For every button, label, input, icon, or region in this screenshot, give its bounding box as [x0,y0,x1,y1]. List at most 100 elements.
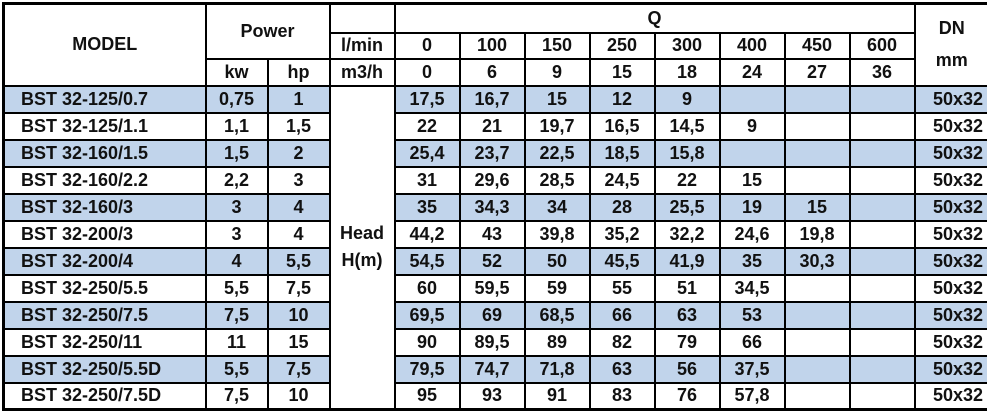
cell-head-value: 15 [720,167,785,194]
header-q-flow: 250 [590,33,655,59]
cell-head-value: 22,5 [525,140,590,167]
cell-head-value: 89 [525,329,590,356]
cell-head-value: 57,8 [720,383,785,410]
cell-model: BST 32-200/4 [4,248,206,275]
header-q-flow-m3h: 24 [720,59,785,86]
cell-head-value: 28,5 [525,167,590,194]
cell-head-value: 41,9 [655,248,720,275]
cell-head-value [785,86,850,113]
cell-dn: 50x32 [915,194,987,221]
cell-head-value: 15 [785,194,850,221]
cell-dn: 50x32 [915,329,987,356]
cell-head-value: 53 [720,302,785,329]
cell-head-value: 59 [525,275,590,302]
header-q-flow: 450 [785,33,850,59]
cell-model: BST 32-160/1.5 [4,140,206,167]
header-hp: hp [268,59,330,86]
cell-model: BST 32-250/11 [4,329,206,356]
cell-head-value: 60 [395,275,460,302]
cell-head-value: 19,7 [525,113,590,140]
cell-power-kw: 7,5 [206,383,268,410]
cell-head-value: 35,2 [590,221,655,248]
cell-head-value: 59,5 [460,275,525,302]
cell-model: BST 32-250/5.5 [4,275,206,302]
cell-head-value [720,140,785,167]
cell-head-value: 30,3 [785,248,850,275]
header-q-flow-m3h: 36 [850,59,915,86]
header-q-flow-m3h: 6 [460,59,525,86]
cell-head-value: 45,5 [590,248,655,275]
cell-head-value: 19,8 [785,221,850,248]
cell-head-value: 35 [395,194,460,221]
cell-power-hp: 1 [268,86,330,113]
header-q-flow: 300 [655,33,720,59]
cell-head-value: 95 [395,383,460,410]
cell-head-value: 79 [655,329,720,356]
cell-dn: 50x32 [915,167,987,194]
cell-dn: 50x32 [915,356,987,383]
cell-head-value: 15,8 [655,140,720,167]
cell-head-value: 37,5 [720,356,785,383]
cell-head-value: 55 [590,275,655,302]
cell-head-value: 34 [525,194,590,221]
cell-head-value [785,167,850,194]
cell-power-hp: 1,5 [268,113,330,140]
cell-head-value: 14,5 [655,113,720,140]
cell-head-value: 29,6 [460,167,525,194]
head-unit-label: Head H(m) [330,86,395,410]
cell-head-value: 44,2 [395,221,460,248]
cell-head-value [850,383,915,410]
cell-head-value: 82 [590,329,655,356]
header-lmin: l/min [330,33,395,59]
cell-power-hp: 10 [268,383,330,410]
cell-power-kw: 1,5 [206,140,268,167]
cell-head-value: 15 [525,86,590,113]
cell-head-value: 74,7 [460,356,525,383]
header-m3h: m3/h [330,59,395,86]
header-model: MODEL [4,4,206,86]
cell-head-value: 76 [655,383,720,410]
header-q-flow: 100 [460,33,525,59]
cell-dn: 50x32 [915,86,987,113]
cell-head-value [850,275,915,302]
cell-dn: 50x32 [915,113,987,140]
cell-head-value: 50 [525,248,590,275]
header-power: Power [206,4,330,59]
cell-dn: 50x32 [915,221,987,248]
cell-power-hp: 4 [268,221,330,248]
header-dn: DN mm [915,4,987,86]
cell-power-hp: 4 [268,194,330,221]
cell-power-hp: 3 [268,167,330,194]
header-row-q: MODEL Power Q DN mm [4,4,987,33]
header-q-flow-m3h: 15 [590,59,655,86]
cell-head-value: 25,4 [395,140,460,167]
cell-head-value: 16,5 [590,113,655,140]
cell-head-value [850,167,915,194]
cell-head-value: 22 [655,167,720,194]
cell-head-value: 39,8 [525,221,590,248]
cell-head-value: 22 [395,113,460,140]
cell-head-value [785,383,850,410]
cell-power-kw: 1,1 [206,113,268,140]
cell-power-hp: 10 [268,302,330,329]
cell-power-kw: 0,75 [206,86,268,113]
header-q-flow-m3h: 18 [655,59,720,86]
cell-head-value: 12 [590,86,655,113]
cell-head-value: 79,5 [395,356,460,383]
cell-head-value [850,221,915,248]
cell-head-value [850,113,915,140]
cell-dn: 50x32 [915,383,987,410]
cell-power-hp: 7,5 [268,275,330,302]
cell-head-value: 66 [590,302,655,329]
cell-model: BST 32-200/3 [4,221,206,248]
cell-head-value: 16,7 [460,86,525,113]
cell-power-hp: 7,5 [268,356,330,383]
